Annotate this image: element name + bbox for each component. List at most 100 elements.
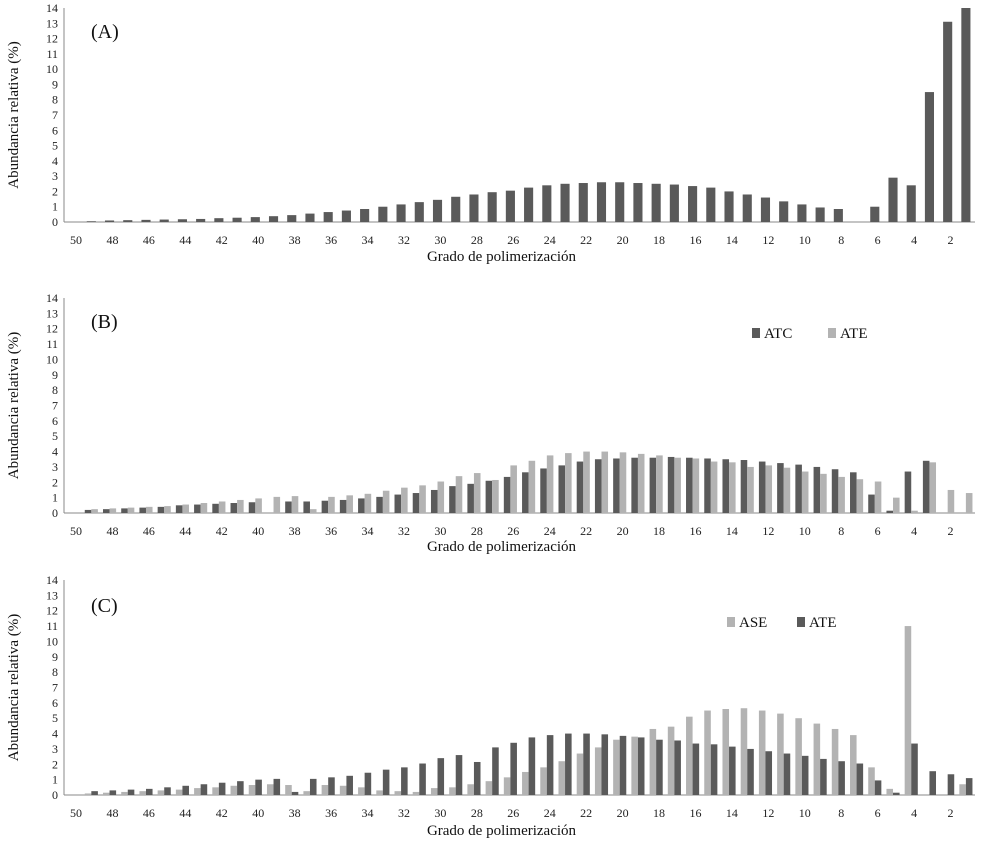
bar-ate-dp12 — [765, 751, 773, 795]
x-tick-label: 8 — [838, 806, 844, 820]
x-tick-label: 22 — [580, 806, 592, 820]
bar-ate-dp25 — [528, 460, 536, 513]
bar-series-dp17 — [669, 184, 679, 222]
y-tick-label: 4 — [52, 154, 58, 168]
bar-ase-dp42 — [212, 787, 219, 795]
bar-series-dp24 — [542, 185, 552, 222]
x-tick-label: 22 — [580, 233, 592, 247]
bar-atc-dp14 — [722, 459, 730, 513]
y-tick-label: 13 — [46, 588, 58, 602]
x-tick-label: 40 — [252, 233, 264, 247]
bar-atc-dp38 — [285, 501, 292, 513]
bar-ate-dp29 — [455, 476, 463, 513]
bar-ate-dp42 — [218, 782, 226, 795]
bar-ase-dp38 — [285, 785, 292, 795]
bar-ate-dp24 — [546, 455, 554, 513]
bar-ate-dp31 — [419, 763, 426, 795]
x-tick-label: 46 — [143, 524, 155, 538]
x-tick-label: 32 — [398, 233, 410, 247]
bar-ate-dp20 — [619, 452, 627, 513]
x-tick-label: 38 — [289, 524, 301, 538]
x-tick-label: 40 — [252, 524, 264, 538]
legend-label-ase: ASE — [739, 615, 767, 631]
bar-ate-dp3 — [929, 771, 937, 795]
bar-series-dp42 — [214, 218, 224, 222]
bar-ate-dp16 — [692, 458, 700, 513]
bar-ase-dp17 — [667, 726, 675, 795]
y-tick-label: 11 — [46, 619, 58, 633]
x-tick-label: 32 — [398, 806, 410, 820]
bar-ate-dp8 — [838, 476, 845, 513]
bar-ate-dp25 — [528, 737, 536, 795]
y-tick-label: 9 — [52, 77, 58, 91]
x-tick-label: 38 — [289, 806, 301, 820]
bar-atc-dp34 — [358, 498, 365, 513]
bar-ate-dp16 — [692, 743, 700, 795]
bar-ate-dp20 — [619, 735, 627, 795]
bar-series-dp5 — [888, 177, 898, 222]
bar-ase-dp35 — [339, 785, 347, 795]
bar-series-dp19 — [633, 183, 643, 222]
bar-ate-dp32 — [401, 487, 408, 513]
bar-ate-dp11 — [783, 753, 791, 795]
bar-atc-dp44 — [175, 505, 183, 513]
x-tick-label: 16 — [689, 524, 701, 538]
bar-series-dp13 — [742, 194, 752, 222]
bar-series-dp29 — [451, 196, 461, 222]
bar-atc-dp36 — [321, 500, 329, 513]
bar-ase-dp11 — [777, 713, 784, 795]
bar-ate-dp45 — [164, 506, 171, 513]
x-tick-label: 12 — [762, 233, 774, 247]
bar-ate-dp37 — [309, 509, 317, 513]
bar-ate-dp34 — [364, 772, 372, 795]
bar-atc-dp7 — [850, 472, 857, 513]
x-tick-label: 36 — [325, 524, 337, 538]
y-tick-label: 12 — [46, 604, 58, 618]
x-tick-label: 20 — [617, 524, 629, 538]
x-tick-label: 24 — [544, 524, 556, 538]
bar-ate-dp19 — [637, 453, 645, 513]
bar-ate-dp26 — [510, 742, 517, 795]
bar-atc-dp28 — [467, 483, 474, 513]
bar-series-dp39 — [268, 216, 279, 222]
bar-series-dp1 — [961, 8, 971, 222]
bar-ate-dp38 — [291, 496, 299, 513]
bar-ase-dp49 — [84, 793, 92, 795]
x-tick-label: 10 — [799, 233, 811, 247]
x-tick-label: 24 — [544, 806, 556, 820]
bar-atc-dp41 — [230, 503, 238, 513]
bar-atc-dp13 — [740, 460, 748, 513]
x-tick-label: 8 — [838, 524, 844, 538]
y-axis-label: Abundancia relativa (%) — [6, 332, 22, 479]
bar-ate-dp42 — [218, 501, 226, 513]
y-tick-label: 1 — [52, 491, 58, 505]
x-tick-label: 50 — [70, 233, 82, 247]
x-axis-label: Grado de polimerización — [427, 539, 577, 555]
bar-ate-dp8 — [838, 761, 845, 795]
bar-series-dp18 — [651, 183, 661, 222]
bar-ate-dp6 — [874, 481, 882, 513]
x-tick-label: 42 — [216, 806, 228, 820]
x-tick-label: 4 — [911, 233, 917, 247]
bar-ate-dp41 — [237, 781, 244, 795]
bar-ase-dp18 — [649, 728, 657, 795]
bar-atc-dp35 — [339, 499, 347, 513]
bar-series-dp46 — [141, 219, 151, 222]
bar-ase-dp40 — [248, 785, 256, 795]
bar-ase-dp36 — [321, 785, 329, 795]
bar-ate-dp14 — [729, 746, 736, 795]
bar-ate-dp38 — [291, 791, 299, 795]
y-tick-label: 5 — [52, 429, 58, 443]
x-tick-label: 46 — [143, 233, 155, 247]
x-tick-label: 2 — [948, 233, 954, 247]
bar-series-dp15 — [706, 187, 716, 222]
x-axis-label: Grado de polimerización — [427, 823, 577, 839]
x-tick-label: 44 — [179, 524, 191, 538]
x-tick-label: 34 — [362, 524, 374, 538]
bar-ate-dp9 — [820, 758, 827, 795]
y-tick-label: 1 — [52, 200, 58, 214]
x-tick-label: 10 — [799, 806, 811, 820]
y-tick-label: 5 — [52, 711, 58, 725]
bar-ase-dp13 — [740, 708, 748, 795]
bar-ase-dp47 — [121, 791, 128, 795]
